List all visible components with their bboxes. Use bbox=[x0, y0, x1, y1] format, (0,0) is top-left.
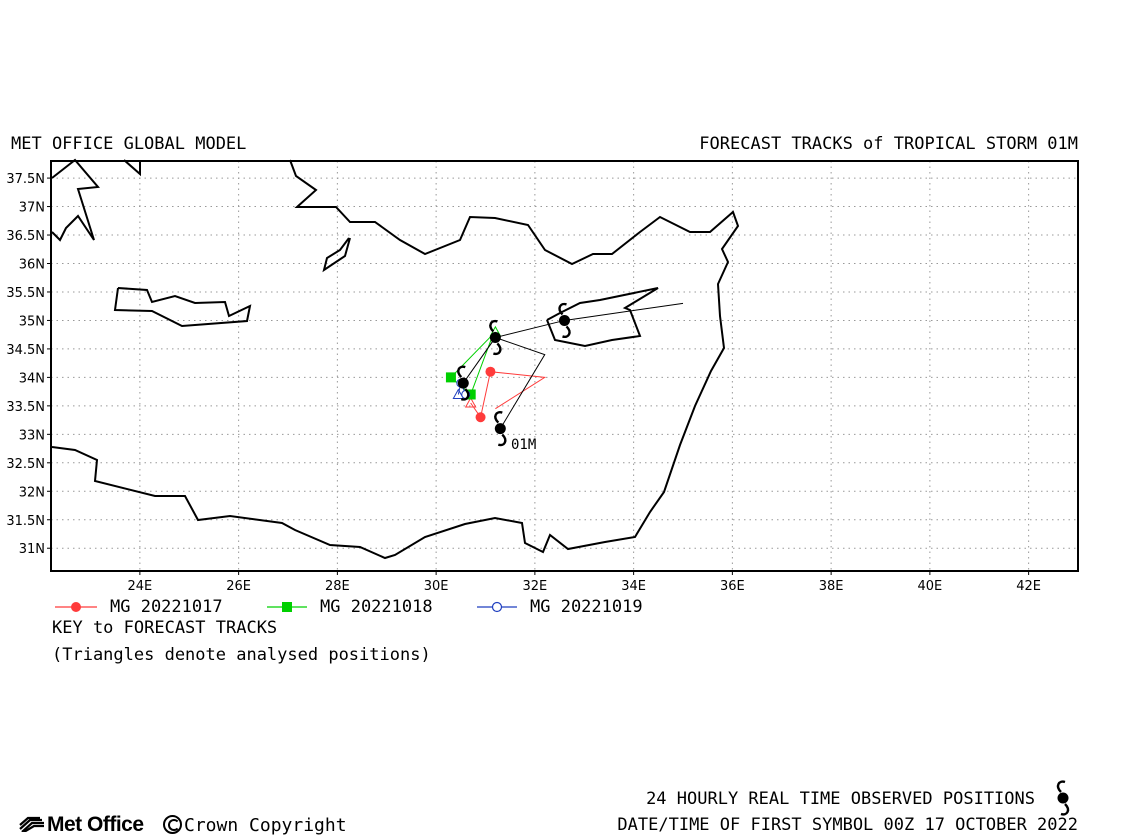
lon-tick-label: 36E bbox=[720, 579, 745, 594]
coastlines bbox=[51, 158, 740, 560]
lat-tick-label: 37.5N bbox=[6, 172, 45, 187]
track-point bbox=[475, 412, 486, 423]
lat-tick-label: 32.5N bbox=[6, 457, 45, 472]
lon-tick-label: 28E bbox=[325, 579, 350, 594]
lat-tick-label: 36N bbox=[19, 258, 45, 273]
axis-labels: 24E 26E 28E 30E 32E 34E 36E 38E 40E 42E 37.5N 37N 36… bbox=[6, 172, 1041, 594]
lat-tick-label: 37N bbox=[19, 201, 45, 216]
copyright: Crown Copyright bbox=[163, 815, 347, 835]
lon-tick-label: 40E bbox=[917, 579, 942, 594]
legend-marker-mg20221017 bbox=[55, 602, 97, 612]
legend-marker-mg20221018 bbox=[267, 602, 307, 612]
key-title: KEY to FORECAST TRACKS bbox=[52, 618, 278, 638]
lon-tick-label: 30E bbox=[424, 579, 449, 594]
tropical-storm-icon bbox=[1056, 780, 1070, 816]
lat-tick-label: 35.5N bbox=[6, 286, 45, 301]
met-office-logo: Met Office bbox=[18, 813, 144, 837]
lat-tick-label: 34N bbox=[19, 371, 45, 386]
lat-tick-label: 32N bbox=[19, 485, 45, 500]
legend-label-mg20221017: MG 20221017 bbox=[110, 597, 223, 617]
lon-tick-label: 24E bbox=[127, 579, 152, 594]
lat-tick-label: 33N bbox=[19, 428, 45, 443]
lon-tick-label: 42E bbox=[1016, 579, 1041, 594]
met-office-logo-icon bbox=[18, 814, 44, 833]
key-note: (Triangles denote analysed positions) bbox=[52, 645, 431, 665]
lat-tick-label: 36.5N bbox=[6, 229, 45, 244]
legend-marker-mg20221019 bbox=[477, 601, 517, 613]
lon-tick-label: 38E bbox=[819, 579, 844, 594]
first-symbol-datetime: DATE/TIME OF FIRST SYMBOL 00Z 17 OCTOBER… bbox=[617, 815, 1078, 835]
legend-label-mg20221018: MG 20221018 bbox=[320, 597, 433, 617]
observed-storm-symbol bbox=[493, 411, 508, 447]
analysed-position-triangle bbox=[452, 388, 465, 399]
copyright-text: Crown Copyright bbox=[184, 815, 347, 836]
map-frame bbox=[50, 160, 1079, 572]
observed-positions bbox=[456, 302, 684, 447]
lat-tick-label: 35N bbox=[19, 314, 45, 329]
storm-id-label: 01M bbox=[511, 437, 536, 453]
track-point bbox=[465, 389, 476, 400]
map-title-right: FORECAST TRACKS of TROPICAL STORM 01M bbox=[699, 134, 1078, 154]
legend-label-mg20221019: MG 20221019 bbox=[530, 597, 643, 617]
track-point bbox=[445, 372, 456, 383]
analysed-position-triangle bbox=[464, 396, 477, 408]
lat-tick-label: 31N bbox=[19, 542, 45, 557]
grid-lines bbox=[51, 161, 1078, 571]
map-title-left: MET OFFICE GLOBAL MODEL bbox=[11, 134, 247, 154]
lat-tick-label: 33.5N bbox=[6, 400, 45, 415]
lat-tick-label: 31.5N bbox=[6, 514, 45, 529]
lat-tick-label: 34.5N bbox=[6, 343, 45, 358]
lon-tick-label: 32E bbox=[522, 579, 547, 594]
copyright-icon bbox=[163, 815, 182, 834]
lon-tick-label: 26E bbox=[226, 579, 251, 594]
observed-positions-note: 24 HOURLY REAL TIME OBSERVED POSITIONS bbox=[646, 789, 1035, 809]
track-line-0 bbox=[470, 371, 547, 419]
met-office-logo-text: Met Office bbox=[47, 813, 144, 836]
lon-tick-label: 34E bbox=[621, 579, 646, 594]
track-point bbox=[485, 366, 496, 377]
